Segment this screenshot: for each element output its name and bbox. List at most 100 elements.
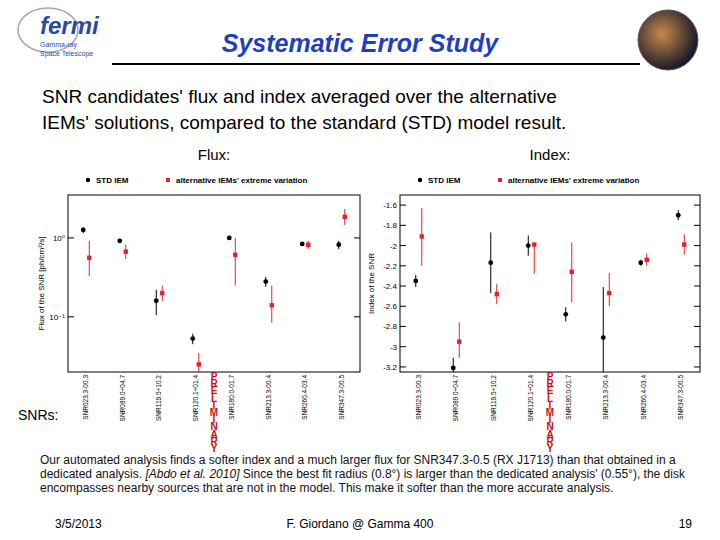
chart-title: Flux: (198, 146, 231, 163)
annotation-letter: Y (547, 443, 554, 454)
data-point (495, 292, 499, 296)
y-tick (68, 237, 74, 238)
y-tick (400, 245, 406, 246)
chart-title: Index: (530, 146, 571, 163)
data-point (488, 260, 493, 265)
y-tick (694, 245, 700, 246)
mission-logo (638, 10, 698, 70)
y-tick-label: 10⁻¹ (49, 313, 65, 322)
y-tick (400, 225, 406, 226)
x-tick-label: SNR119.5+10.2 (155, 375, 162, 421)
data-point (197, 362, 201, 366)
legend-marker (166, 178, 170, 182)
slide: fermiGamma-raySpace TelescopeSystematic … (0, 0, 720, 540)
y-tick-label: -2.4 (383, 282, 397, 291)
data-point (682, 242, 686, 246)
legend-marker (418, 178, 422, 182)
data-point (526, 243, 531, 248)
data-point (607, 291, 611, 295)
x-tick-label: SNR119.5+10.2 (490, 375, 497, 421)
y-tick-label: -2.8 (383, 322, 397, 331)
data-point (227, 236, 232, 241)
data-point (263, 279, 268, 284)
paragraph-text: [Abdo et al. 2010] (145, 467, 239, 481)
data-point (124, 249, 128, 253)
data-point (190, 336, 195, 341)
data-layer (81, 209, 347, 372)
y-tick-label: -2 (390, 242, 398, 251)
y-tick-label: 10⁰ (53, 234, 65, 243)
x-tick-label: SNR180.0-01.7 (228, 375, 235, 420)
y-tick (354, 316, 360, 317)
y-tick-label: -3.2 (383, 363, 397, 372)
data-point (413, 279, 418, 284)
y-tick-label: -1.6 (383, 201, 397, 210)
y-tick (400, 326, 406, 327)
data-point (570, 270, 574, 274)
data-point (645, 258, 649, 262)
page: { "slide": { "logo": ["fermi", "Gamma-ra… (0, 0, 720, 540)
y-tick (694, 225, 700, 226)
error-bar (235, 238, 236, 286)
data-point (81, 228, 86, 233)
x-tick-label: SNR213.3-00.4 (602, 375, 609, 420)
title-rule (112, 63, 640, 65)
data-point (601, 335, 606, 340)
data-point (154, 298, 159, 303)
x-tick-label: SNR347.3-00.5 (338, 375, 345, 420)
x-tick-label: SNR120.1+01.4 (192, 375, 199, 422)
y-tick (694, 265, 700, 266)
x-tick-label: SNR120.1+01.4 (527, 375, 534, 422)
x-tick-label: SNR023.3-00.3 (415, 375, 422, 420)
y-tick (694, 326, 700, 327)
y-tick-label: -1.8 (383, 221, 397, 230)
x-tick-label: SNR347.3-00.5 (677, 375, 684, 420)
legend-marker (498, 178, 502, 182)
data-point (532, 242, 536, 246)
data-point (638, 260, 643, 265)
y-tick (694, 306, 700, 307)
annotation: PRELIMINARY (546, 371, 555, 454)
y-tick (694, 346, 700, 347)
data-point (676, 213, 681, 218)
x-tick-label: SNR180.0-01.7 (565, 375, 572, 420)
data-point (420, 234, 424, 238)
data-point (457, 339, 461, 343)
slide-title: Systematic Error Study (222, 29, 500, 57)
x-tick-label: SNR089.0+04.7 (452, 375, 459, 422)
y-tick-label: -2.2 (383, 262, 397, 271)
x-tick-label: SNR213.3-00.4 (265, 375, 272, 420)
data-point (300, 242, 305, 247)
y-tick-label: -2.6 (383, 302, 397, 311)
plot-frame (400, 195, 700, 372)
y-tick (400, 306, 406, 307)
y-tick (400, 346, 406, 347)
y-tick (400, 265, 406, 266)
y-tick-label: -3 (390, 343, 398, 352)
logo-text: fermi (40, 12, 100, 39)
x-tick-label: SNR089.0+04.7 (119, 375, 126, 422)
snrs-label: SNRs: (18, 407, 58, 423)
error-bar (609, 273, 610, 306)
y-tick (400, 205, 406, 206)
data-point (87, 256, 91, 260)
data-point (160, 291, 164, 295)
annotation: PRELIMINARY (210, 371, 219, 454)
x-tick-label: SNR023.3-00.3 (82, 375, 89, 420)
footer-date: 3/5/2013 (55, 517, 102, 531)
annotation-letter: Y (211, 443, 218, 454)
paragraph: Our automated analysis finds a softer in… (40, 453, 705, 495)
data-point (270, 303, 274, 307)
y-tick (694, 205, 700, 206)
logo-subtext: Gamma-ray (40, 41, 77, 49)
subtitle-line: SNR candidates' flux and index averaged … (42, 86, 557, 107)
error-bar (534, 244, 535, 274)
x-tick-label: SNR260.4-03.4 (301, 375, 308, 420)
data-point (563, 312, 568, 317)
data-point (343, 215, 347, 219)
chart: Index:STD IEMalternative IEMs' extreme v… (367, 146, 700, 454)
legend-label: STD IEM (428, 176, 461, 185)
data-point (451, 366, 456, 371)
y-tick (400, 366, 406, 367)
data-point (117, 238, 122, 243)
